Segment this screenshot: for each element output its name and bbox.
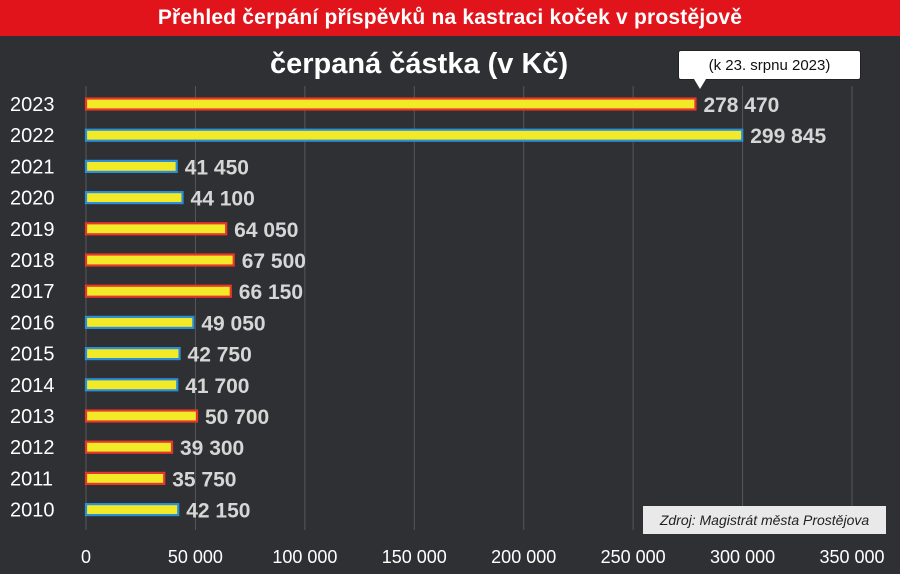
x-tick-label: 200 000 <box>491 547 556 567</box>
y-tick-label: 2022 <box>10 125 55 147</box>
bar-2010 <box>84 503 180 517</box>
data-label: 39 300 <box>180 437 244 460</box>
data-label: 64 050 <box>234 219 298 242</box>
x-tick-label: 250 000 <box>601 547 666 567</box>
data-label: 278 470 <box>703 94 779 117</box>
y-tick-label: 2013 <box>10 406 55 428</box>
y-tick-label: 2021 <box>10 156 55 178</box>
bar-2015 <box>84 347 181 361</box>
data-label: 41 700 <box>185 375 249 398</box>
bars <box>84 97 744 517</box>
y-tick-label: 2020 <box>10 188 55 210</box>
date-note: (k 23. srpnu 2023) <box>678 50 861 80</box>
y-tick-label: 2019 <box>10 219 55 241</box>
data-label: 44 100 <box>191 188 255 211</box>
page-title: Přehled čerpání příspěvků na kastraci ko… <box>0 0 900 36</box>
y-tick-label: 2010 <box>10 500 55 522</box>
data-label: 66 150 <box>239 281 303 304</box>
x-tick-label: 100 000 <box>272 547 337 567</box>
x-tick-label: 150 000 <box>382 547 447 567</box>
data-label: 67 500 <box>242 250 306 273</box>
data-label: 49 050 <box>201 312 265 335</box>
data-label: 41 450 <box>185 156 249 179</box>
data-label: 35 750 <box>172 468 236 491</box>
y-tick-label: 2011 <box>10 468 53 490</box>
x-axis-labels: 0 50 000 100 000 150 000 200 000 250 000 300 0… <box>81 547 885 567</box>
bar-2019 <box>84 222 228 236</box>
data-label: 42 750 <box>188 344 252 367</box>
chart-title: čerpaná částka (v Kč) <box>270 48 569 80</box>
y-tick-label: 2014 <box>10 375 55 397</box>
bar-2017 <box>84 284 232 298</box>
data-label: 299 845 <box>750 125 826 148</box>
bar-2013 <box>84 409 199 423</box>
y-tick-label: 2016 <box>10 312 55 334</box>
x-tick-label: 350 000 <box>819 547 884 567</box>
data-labels: 278 470 299 845 41 450 44 100 64 050 67 500 66… <box>172 94 826 523</box>
y-tick-label: 2018 <box>10 250 55 272</box>
data-label: 42 150 <box>186 500 250 523</box>
y-tick-label: 2023 <box>10 94 55 116</box>
date-note-pointer <box>694 79 706 89</box>
bar-2021 <box>84 159 178 173</box>
bar-2016 <box>84 315 195 329</box>
data-label: 50 700 <box>205 406 269 429</box>
y-tick-label: 2012 <box>10 437 55 459</box>
y-tick-label: 2017 <box>10 281 55 303</box>
bar-2023 <box>84 97 697 111</box>
x-tick-label: 50 000 <box>168 547 223 567</box>
bar-2020 <box>84 191 184 205</box>
x-tick-label: 300 000 <box>710 547 775 567</box>
gridlines <box>85 86 853 530</box>
source-note: Zdroj: Magistrát města Prostějova <box>643 506 886 534</box>
x-tick-label: 0 <box>81 547 91 567</box>
bar-2011 <box>84 471 166 485</box>
bar-2012 <box>84 440 174 454</box>
bar-2022 <box>84 128 744 142</box>
y-axis-labels: 2023 2022 2021 2020 2019 2018 2017 2016 2015 2014… <box>10 94 55 522</box>
bar-2014 <box>84 378 179 392</box>
y-tick-label: 2015 <box>10 344 55 366</box>
bar-2018 <box>84 253 235 267</box>
